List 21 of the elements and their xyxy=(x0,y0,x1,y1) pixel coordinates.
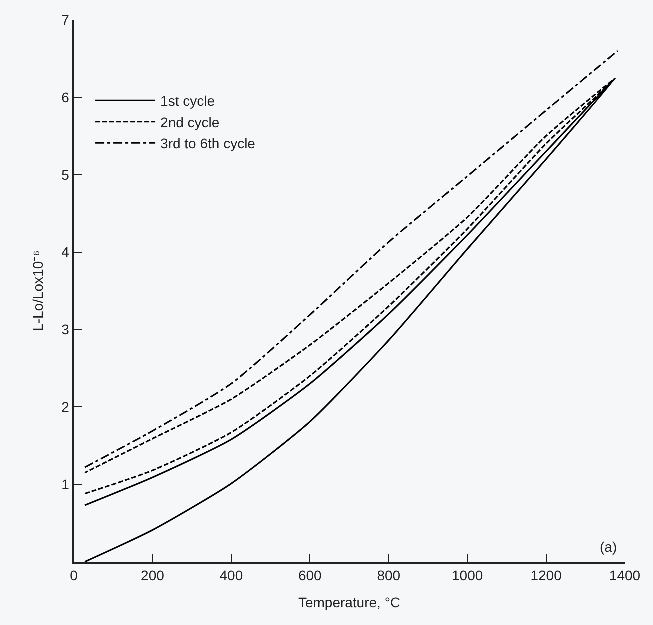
y-tick-label: 3 xyxy=(62,322,70,338)
y-axis-title: L-Lo/Lox10⁻⁶ xyxy=(30,250,46,332)
y-tick-label: 5 xyxy=(62,166,70,183)
legend-label: 3rd to 6th cycle xyxy=(160,136,256,152)
y-tick-label: 4 xyxy=(62,244,70,260)
x-tick-label: 1200 xyxy=(530,568,562,584)
y-tick-label: 1 xyxy=(62,476,70,492)
y-tick-label: 2 xyxy=(62,399,70,416)
x-tick-label: 0 xyxy=(70,568,78,584)
x-tick-label: 1000 xyxy=(452,568,484,584)
y-tick-label: 7 xyxy=(62,12,70,28)
legend-label: 2nd cycle xyxy=(160,114,220,130)
x-tick-label: 400 xyxy=(220,568,244,584)
x-tick-label: 1400 xyxy=(609,568,641,584)
x-tick-label: 200 xyxy=(141,568,165,584)
x-tick-label: 600 xyxy=(298,568,322,584)
y-tick-label: 6 xyxy=(62,89,70,106)
x-tick-label: 800 xyxy=(377,568,401,584)
x-axis-title: Temperature, °C xyxy=(298,594,401,610)
legend-label: 1st cycle xyxy=(160,93,216,110)
annotation: (a) xyxy=(600,539,618,555)
